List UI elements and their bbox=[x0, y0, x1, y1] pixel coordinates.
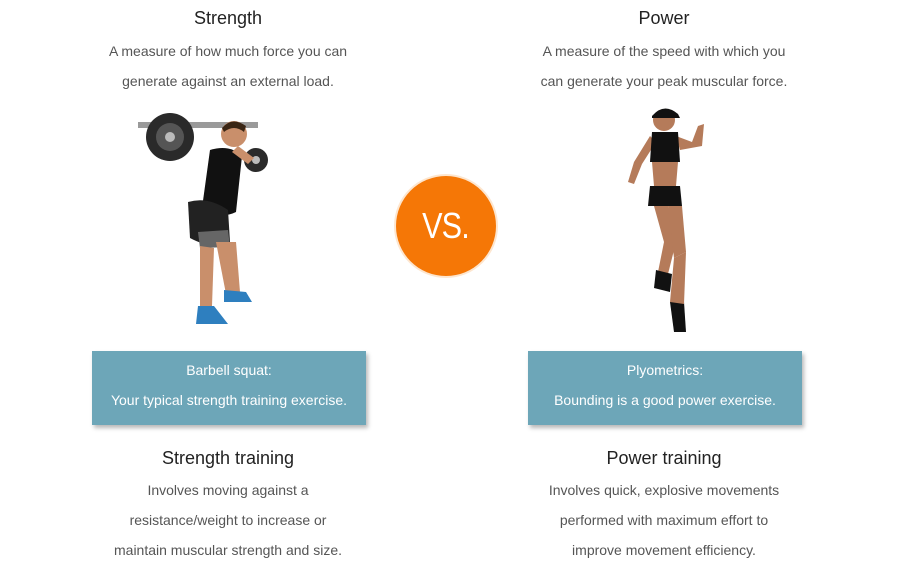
barbell-bar bbox=[138, 122, 258, 128]
power-training-line-3: improve movement efficiency. bbox=[572, 542, 756, 558]
strength-desc-line-1: A measure of how much force you can bbox=[108, 43, 348, 59]
plyometrics-runner-image bbox=[628, 108, 704, 332]
vs-label: VS. bbox=[422, 205, 471, 246]
strength-training-line-1: Involves moving against a bbox=[147, 482, 309, 498]
strength-caption-text: Your typical strength training exercise. bbox=[110, 392, 348, 408]
strength-title: Strength bbox=[193, 8, 263, 28]
power-title: Power bbox=[638, 8, 690, 28]
strength-caption: Barbell squat: Your typical strength tra… bbox=[92, 351, 366, 425]
strength-caption-label: Barbell squat: bbox=[186, 362, 272, 378]
power-training-description: Involves quick, explosive movements perf… bbox=[514, 475, 814, 565]
barbell-squat-image bbox=[138, 113, 268, 324]
power-description: A measure of the speed with which you ca… bbox=[514, 36, 814, 96]
strength-description: A measure of how much force you can gene… bbox=[78, 36, 378, 96]
strength-training-line-2: resistance/weight to increase or bbox=[129, 512, 327, 528]
power-desc-line-1: A measure of the speed with which you bbox=[542, 43, 786, 59]
strength-training-line-3: maintain muscular strength and size. bbox=[114, 542, 342, 558]
vs-badge: VS. bbox=[396, 176, 496, 276]
strength-training-title: Strength training bbox=[161, 448, 295, 468]
strength-training-description: Involves moving against a resistance/wei… bbox=[78, 475, 378, 565]
power-caption-text: Bounding is a good power exercise. bbox=[554, 392, 776, 408]
power-training-line-2: performed with maximum effort to bbox=[559, 512, 769, 528]
power-caption-label: Plyometrics: bbox=[626, 362, 704, 378]
strength-desc-line-2: generate against an external load. bbox=[122, 73, 334, 89]
power-caption: Plyometrics: Bounding is a good power ex… bbox=[528, 351, 802, 425]
power-training-title: Power training bbox=[606, 448, 722, 468]
power-training-line-1: Involves quick, explosive movements bbox=[548, 482, 780, 498]
power-desc-line-2: can generate your peak muscular force. bbox=[540, 73, 788, 89]
